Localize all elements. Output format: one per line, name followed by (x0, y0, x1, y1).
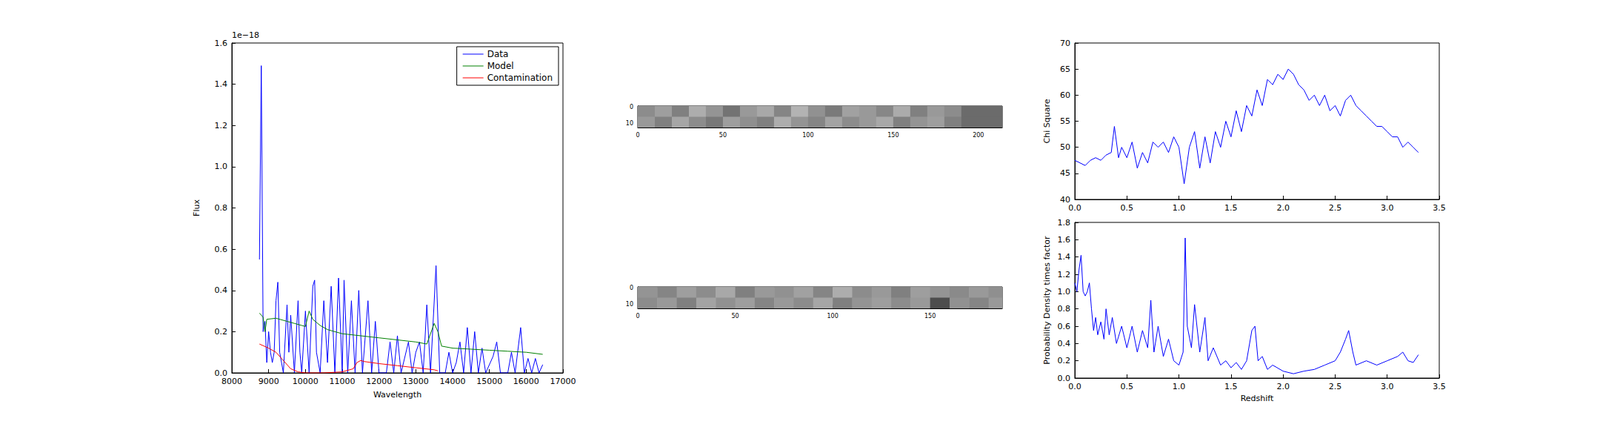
svg-text:11000: 11000 (329, 376, 356, 386)
svg-text:12000: 12000 (365, 376, 392, 386)
svg-text:0: 0 (629, 103, 634, 111)
svg-text:1.0: 1.0 (214, 161, 229, 172)
svg-text:9000: 9000 (258, 376, 280, 386)
svg-text:2.0: 2.0 (1276, 202, 1290, 213)
svg-text:Data: Data (487, 48, 509, 60)
svg-text:0: 0 (629, 284, 634, 292)
svg-text:50: 50 (731, 312, 739, 320)
svg-text:Contamination: Contamination (487, 72, 553, 83)
svg-text:2.5: 2.5 (1328, 202, 1343, 213)
svg-text:2.0: 2.0 (1276, 381, 1290, 392)
svg-text:0.4: 0.4 (1057, 338, 1072, 349)
svg-text:0.5: 0.5 (1120, 381, 1135, 392)
svg-text:3.0: 3.0 (1380, 202, 1395, 213)
svg-text:1.2: 1.2 (1057, 269, 1072, 280)
svg-text:0: 0 (635, 312, 640, 320)
svg-text:10000: 10000 (292, 376, 319, 386)
svg-text:0.6: 0.6 (214, 244, 229, 255)
svg-text:Flux: Flux (191, 199, 202, 217)
svg-text:1.2: 1.2 (214, 120, 229, 131)
svg-text:60: 60 (1060, 90, 1071, 100)
svg-text:150: 150 (887, 131, 899, 139)
svg-text:1e−18: 1e−18 (231, 30, 260, 40)
svg-text:100: 100 (826, 312, 838, 320)
svg-text:1.8: 1.8 (1057, 217, 1072, 228)
svg-text:2.5: 2.5 (1328, 381, 1343, 392)
svg-text:0.0: 0.0 (1068, 202, 1082, 213)
svg-text:17000: 17000 (550, 376, 577, 386)
svg-text:0: 0 (635, 131, 640, 139)
svg-text:1.6: 1.6 (214, 38, 229, 49)
svg-text:70: 70 (1060, 38, 1071, 49)
svg-text:0.4: 0.4 (214, 285, 229, 295)
svg-text:Probability Density times fact: Probability Density times factor (1042, 235, 1052, 365)
svg-text:1.5: 1.5 (1224, 381, 1238, 392)
svg-text:3.5: 3.5 (1432, 202, 1446, 213)
svg-text:Redshift: Redshift (1240, 393, 1275, 403)
svg-text:200: 200 (972, 131, 984, 139)
svg-text:100: 100 (802, 131, 814, 139)
svg-text:Chi Square: Chi Square (1042, 98, 1052, 143)
svg-text:1.0: 1.0 (1172, 381, 1186, 392)
svg-text:55: 55 (1060, 116, 1071, 126)
svg-text:65: 65 (1060, 64, 1071, 75)
svg-text:14000: 14000 (440, 376, 466, 386)
svg-text:0.6: 0.6 (1057, 321, 1072, 332)
svg-text:10: 10 (625, 120, 634, 127)
svg-text:0.0: 0.0 (1057, 372, 1071, 383)
svg-text:0.5: 0.5 (1120, 202, 1135, 213)
svg-text:16000: 16000 (513, 376, 540, 386)
svg-text:0.8: 0.8 (1057, 303, 1072, 314)
svg-text:150: 150 (924, 312, 936, 320)
svg-text:50: 50 (719, 131, 727, 139)
svg-text:1.5: 1.5 (1224, 202, 1238, 213)
svg-text:Model: Model (487, 60, 515, 72)
svg-text:1.0: 1.0 (1172, 202, 1186, 213)
svg-text:8000: 8000 (221, 376, 243, 386)
svg-text:15000: 15000 (476, 376, 503, 386)
svg-text:13000: 13000 (402, 376, 429, 386)
svg-text:3.5: 3.5 (1432, 381, 1446, 392)
svg-text:0.0: 0.0 (1068, 381, 1082, 392)
svg-text:45: 45 (1060, 168, 1071, 178)
svg-text:1.6: 1.6 (1057, 234, 1072, 245)
svg-text:0.2: 0.2 (214, 326, 229, 337)
svg-text:40: 40 (1060, 194, 1071, 205)
svg-text:1.0: 1.0 (1057, 286, 1072, 297)
svg-text:50: 50 (1060, 142, 1071, 152)
svg-text:Wavelength: Wavelength (373, 389, 422, 400)
svg-text:0.0: 0.0 (214, 367, 228, 378)
svg-text:1.4: 1.4 (1057, 251, 1072, 262)
svg-text:3.0: 3.0 (1380, 381, 1395, 392)
svg-text:1.4: 1.4 (214, 79, 229, 89)
svg-text:0.2: 0.2 (1057, 355, 1072, 366)
svg-text:10: 10 (625, 300, 634, 308)
svg-text:0.8: 0.8 (214, 202, 229, 213)
